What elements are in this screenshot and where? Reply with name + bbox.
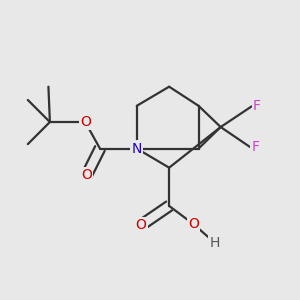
Text: F: F — [251, 140, 260, 154]
Text: O: O — [81, 168, 92, 182]
Text: H: H — [210, 236, 220, 250]
Text: F: F — [253, 99, 261, 113]
Text: O: O — [188, 217, 199, 231]
Text: O: O — [80, 115, 91, 129]
Text: O: O — [136, 218, 147, 232]
Text: N: N — [132, 142, 142, 155]
